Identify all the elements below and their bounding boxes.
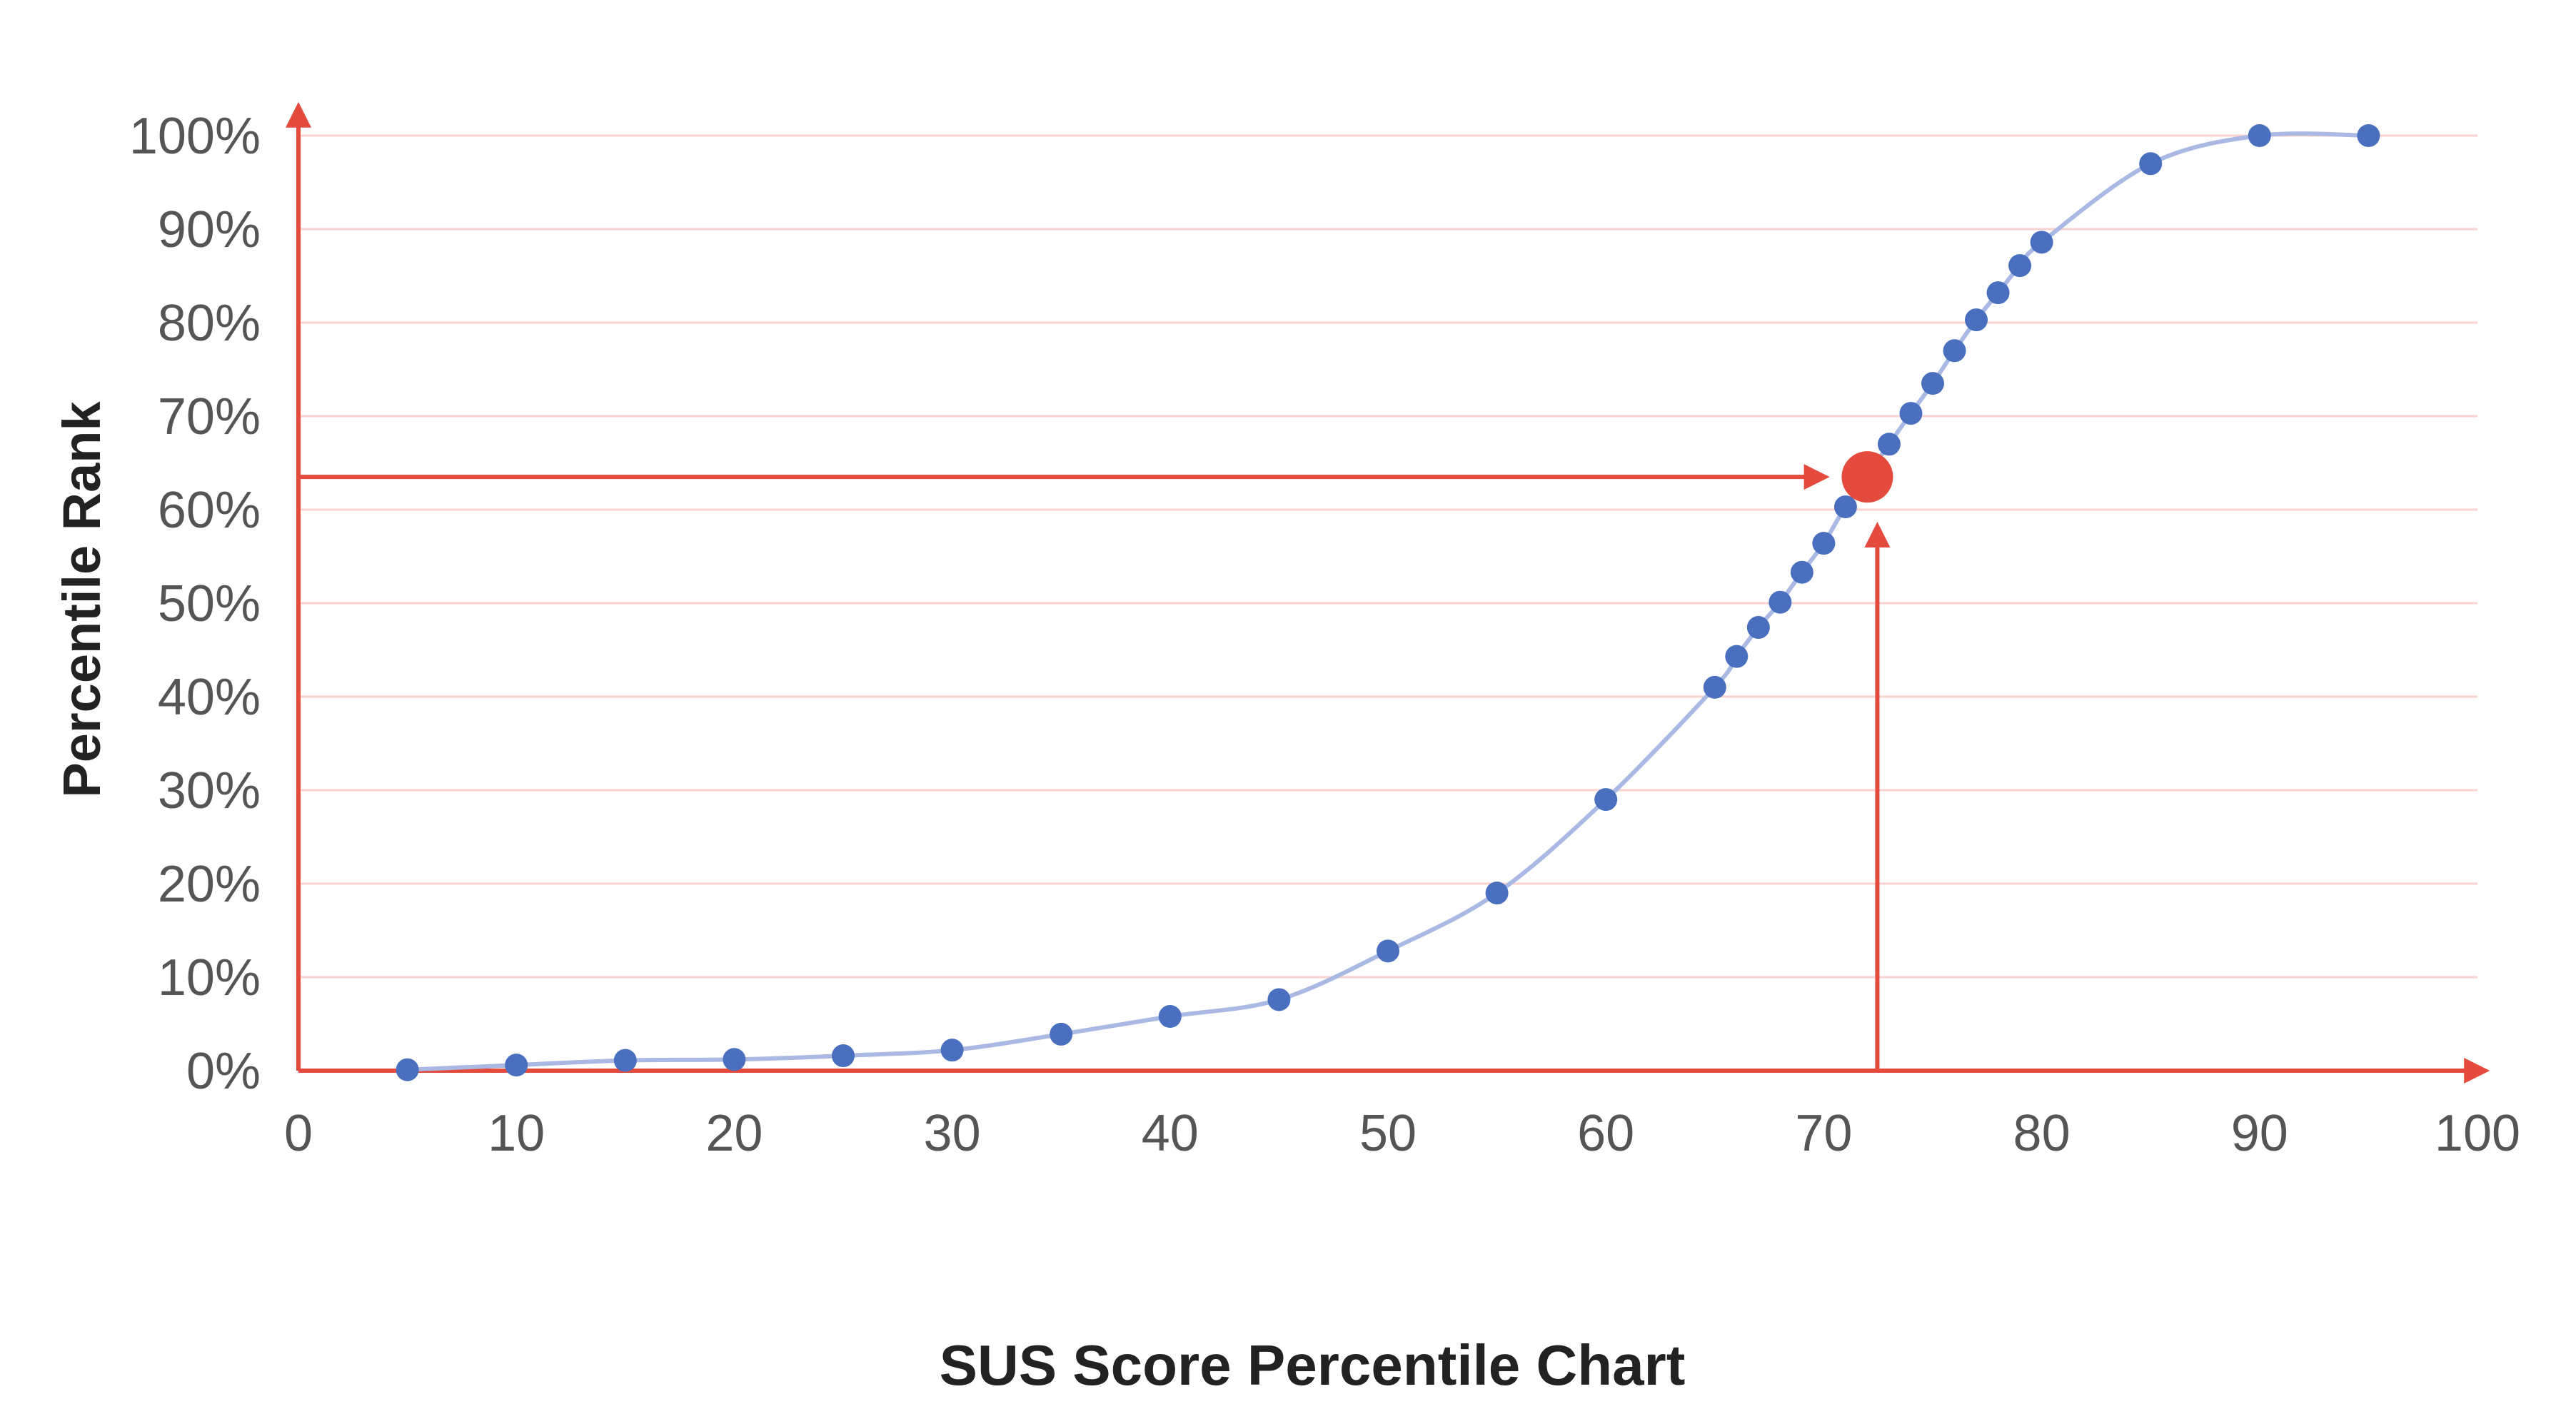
y-tick-label: 40%: [158, 669, 261, 726]
data-point: [2139, 152, 2163, 176]
data-point: [396, 1058, 419, 1081]
data-point: [1812, 532, 1836, 555]
y-tick-label: 30%: [158, 762, 261, 819]
y-tick-label: 20%: [158, 856, 261, 913]
data-point: [505, 1054, 528, 1077]
x-tick-label: 90: [2231, 1105, 2288, 1162]
y-tick-label: 70%: [158, 388, 261, 445]
data-point: [2357, 124, 2380, 147]
highlight-group: [1841, 451, 1893, 503]
data-point: [1790, 560, 1813, 584]
x-tick-label: 80: [2013, 1105, 2071, 1162]
data-point: [1986, 281, 2010, 305]
data-point: [1921, 372, 1944, 395]
data-point: [2030, 231, 2053, 254]
data-point: [2248, 124, 2271, 147]
x-tick-label: 60: [1577, 1105, 1634, 1162]
y-tick-label: 90%: [158, 201, 261, 258]
data-points: [396, 124, 2380, 1081]
data-point: [1965, 308, 1988, 332]
y-tick-labels: 0% 10% 20% 30% 40% 50% 60% 70% 80% 90% 100%: [129, 108, 261, 1100]
data-point: [613, 1049, 637, 1072]
x-tick-label: 20: [705, 1105, 763, 1162]
x-tick-label: 70: [1795, 1105, 1852, 1162]
x-tick-labels: 0 10 20 30 40 50 60 70 80 90 100: [284, 1105, 2520, 1162]
y-axis-title: Percentile Rank: [52, 401, 111, 798]
data-point: [1725, 645, 1749, 668]
axes: [286, 101, 2490, 1084]
y-tick-label: 60%: [158, 482, 261, 539]
data-point: [1899, 402, 1923, 425]
data-point: [1833, 495, 1857, 519]
data-point: [1377, 939, 1399, 963]
data-point: [832, 1044, 855, 1068]
data-point: [723, 1048, 746, 1071]
data-point: [1267, 988, 1291, 1011]
x-tick-label: 30: [924, 1105, 981, 1162]
data-point: [1158, 1005, 1182, 1029]
data-point: [1746, 616, 1770, 640]
x-tick-label: 40: [1142, 1105, 1199, 1162]
data-point: [1050, 1022, 1073, 1046]
x-tick-label: 0: [284, 1105, 313, 1162]
data-point: [940, 1039, 964, 1062]
chart-title: SUS Score Percentile Chart: [940, 1333, 1686, 1397]
x-tick-label: 50: [1359, 1105, 1417, 1162]
data-point: [1769, 590, 1792, 614]
data-point: [1703, 675, 1726, 699]
data-point: [1594, 788, 1618, 812]
grid-lines: [298, 134, 2477, 979]
data-point: [1877, 433, 1901, 456]
fitted-curve: [407, 131, 2369, 1072]
x-tick-label: 10: [488, 1105, 545, 1162]
y-tick-label: 80%: [158, 295, 261, 352]
y-tick-label: 50%: [158, 575, 261, 632]
y-tick-label: 0%: [186, 1043, 261, 1100]
y-tick-label: 10%: [158, 949, 261, 1006]
data-point: [1943, 339, 1966, 363]
guide-arrows: [298, 464, 1891, 1071]
y-tick-label: 100%: [129, 108, 261, 165]
data-point: [1485, 882, 1509, 905]
x-tick-label: 100: [2435, 1105, 2520, 1162]
highlight-point: [1841, 451, 1893, 503]
data-point: [2008, 254, 2032, 278]
curve-line: [407, 131, 2369, 1072]
